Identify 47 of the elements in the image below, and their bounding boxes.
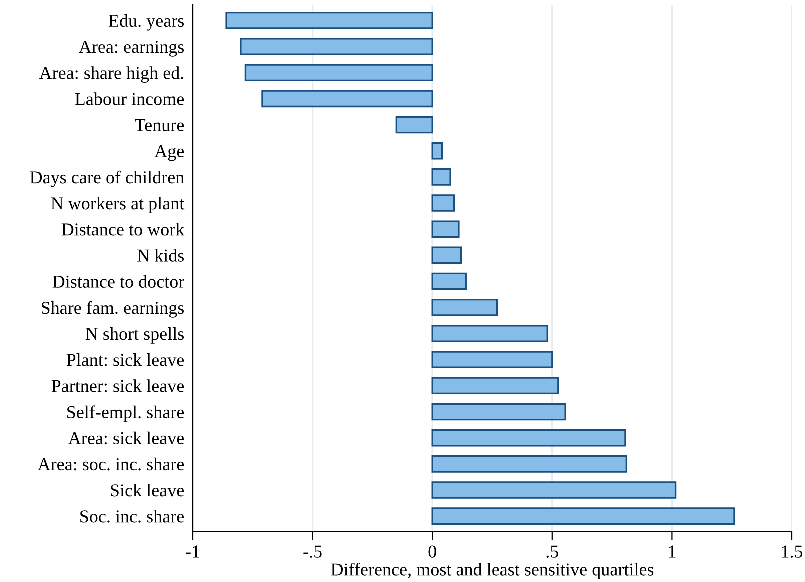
bar bbox=[432, 429, 626, 447]
y-tick-label: Age bbox=[154, 145, 184, 162]
bar bbox=[432, 246, 462, 264]
bar bbox=[432, 508, 736, 526]
y-tick-label: Area: soc. inc. share bbox=[38, 458, 184, 471]
y-tick-label: Share fam. earnings bbox=[42, 301, 184, 318]
x-tick-label: .5 bbox=[546, 546, 558, 558]
y-tick-label: Distance to doctor bbox=[52, 275, 185, 288]
y-tick-label: Edu. years bbox=[108, 14, 184, 31]
y-tick-label: N workers at plant bbox=[51, 197, 185, 214]
bar bbox=[432, 272, 467, 290]
y-tick-label: Days care of children bbox=[30, 170, 184, 188]
bar bbox=[396, 116, 434, 134]
y-tick-label: N short spells bbox=[86, 327, 184, 344]
y-tick-label: Self-empl. share bbox=[68, 406, 184, 422]
y-tick-label: Plant: sick leave bbox=[66, 354, 184, 366]
y-tick-label: Area: sick leave bbox=[68, 432, 184, 445]
x-tick-label: 0 bbox=[428, 546, 436, 558]
bar bbox=[432, 220, 460, 238]
bar bbox=[262, 90, 434, 108]
bar bbox=[432, 194, 455, 212]
y-tick-label: Distance to work bbox=[62, 223, 185, 236]
bar bbox=[432, 168, 452, 186]
bar bbox=[432, 325, 548, 342]
y-tick-label: Labour income bbox=[75, 92, 184, 106]
bar bbox=[432, 377, 560, 395]
y-tick-label: Partner: sick leave bbox=[52, 380, 184, 392]
bar bbox=[432, 351, 554, 368]
bar bbox=[432, 482, 677, 499]
x-tick-label: 1.5 bbox=[782, 546, 803, 558]
bar bbox=[244, 64, 434, 82]
y-tick-label: Soc. inc. share bbox=[80, 510, 184, 523]
y-tick-label: Area: share high ed. bbox=[39, 66, 184, 83]
y-tick-label: N kids bbox=[138, 249, 184, 262]
bar bbox=[432, 142, 444, 160]
y-tick-label: Tenure bbox=[135, 119, 184, 132]
x-tick-label: -.5 bbox=[304, 546, 322, 558]
bar bbox=[432, 456, 628, 473]
bar bbox=[226, 12, 434, 30]
x-tick-label: 1 bbox=[669, 546, 676, 558]
bar bbox=[432, 298, 498, 316]
y-tick-label: Area: earnings bbox=[79, 41, 184, 57]
bar bbox=[240, 38, 434, 56]
y-tick-label: Sick leave bbox=[111, 484, 184, 497]
x-tick-label: -1 bbox=[186, 546, 200, 558]
x-axis-title: Difference, most and least sensitive quartiles bbox=[331, 562, 654, 580]
bar bbox=[432, 403, 566, 421]
